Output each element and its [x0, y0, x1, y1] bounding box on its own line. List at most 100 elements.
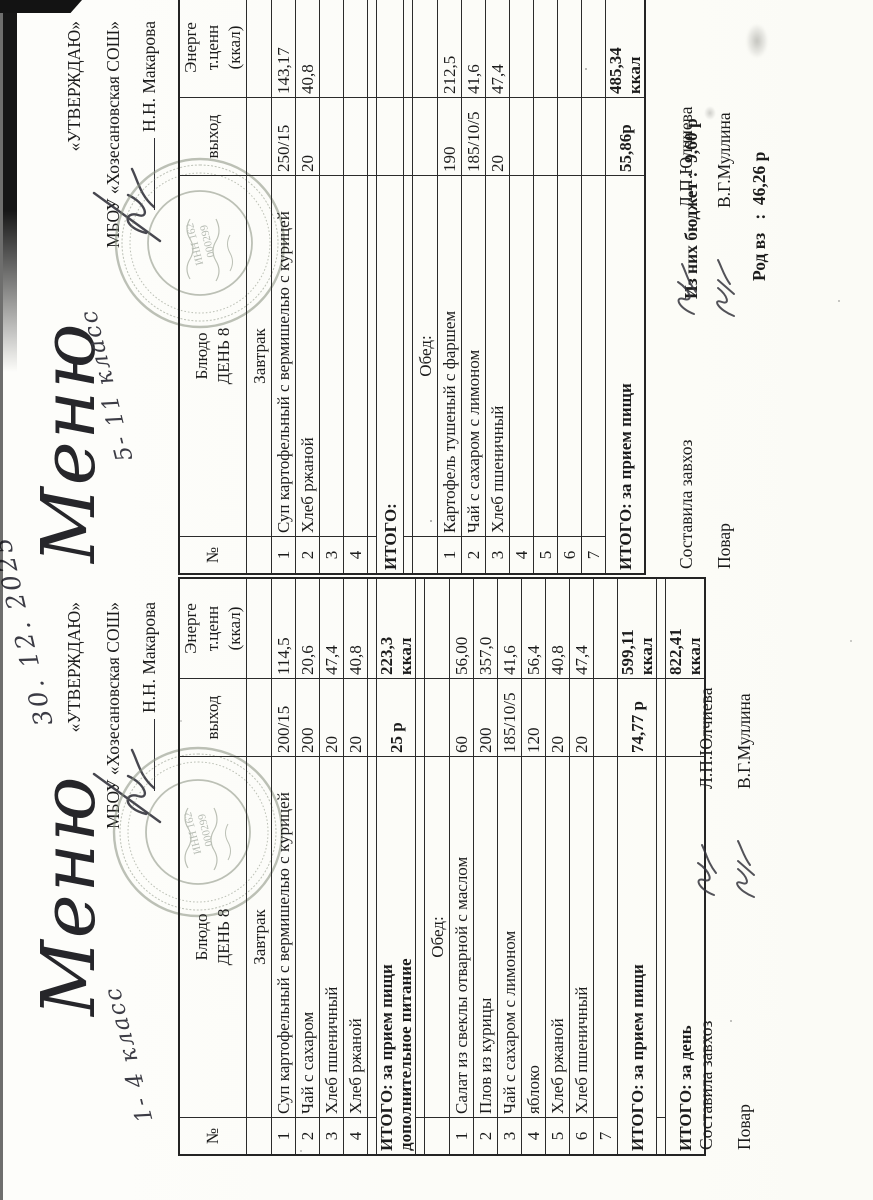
- kcal-cell: 40,8: [295, 0, 320, 98]
- portion-cell: 20: [343, 678, 368, 757]
- kcal-cell: [367, 0, 377, 98]
- kcal-cell: [403, 0, 413, 98]
- compiler-name: Л.П.Юлчиева: [676, 106, 696, 208]
- menu-table-grades-1-4: № Блюдо ДЕНЬ 8 выход Энерге т.ценн (ккал) За…: [178, 577, 707, 1156]
- scan-smudge-small: [704, 106, 716, 120]
- kcal-cell: [656, 578, 666, 679]
- row-number-cell: 6: [569, 1117, 594, 1155]
- column-header: выход: [179, 678, 247, 757]
- menu-item-row: 4: [343, 0, 368, 574]
- kcal-cell: [557, 0, 582, 98]
- portion-cell: [343, 97, 368, 176]
- portion-cell: 200: [473, 678, 498, 757]
- row-number-cell: 7: [593, 1117, 618, 1155]
- portion-cell: [246, 97, 272, 176]
- section-row: Завтрак: [246, 578, 272, 1155]
- compiler-signature: [677, 263, 697, 315]
- compiler-row: Составила завхоз Л.П.Юлчиева: [672, 13, 697, 569]
- section-row: Обед:: [412, 0, 438, 574]
- portion-cell: 200/15: [271, 678, 296, 757]
- row-number-cell: 6: [557, 536, 582, 574]
- column-header: №: [179, 536, 247, 574]
- portion-cell: 185/10/5: [497, 678, 522, 757]
- dish-cell: Картофель тушеный с фаршем: [437, 175, 462, 537]
- compiler-role: Составила завхоз: [676, 439, 696, 569]
- column-header: Блюдо ДЕНЬ 8: [179, 756, 247, 1118]
- spacer-row: [415, 578, 425, 1155]
- dish-cell: Завтрак: [246, 756, 272, 1118]
- dish-cell: [319, 175, 344, 537]
- portion-cell: [509, 97, 534, 176]
- kcal-cell: 143,17: [271, 0, 296, 98]
- menu-item-row: 2 Плов из курицы 200 357,0: [473, 578, 498, 1155]
- row-number-cell: 2: [461, 536, 486, 574]
- row-number-cell: 4: [343, 536, 368, 574]
- budget-line-2: Род вз : 46,26 р: [748, 151, 769, 281]
- dish-cell: Чай с сахаром с лимоном: [497, 756, 522, 1118]
- class-label: 1- 4 класс: [99, 983, 159, 1126]
- portion-cell: [533, 97, 558, 176]
- dish-cell: Обед:: [424, 756, 450, 1118]
- dish-cell: Хлеб ржаной: [295, 175, 320, 537]
- menu-item-row: 6: [557, 0, 582, 574]
- kcal-cell: 41,6: [461, 0, 486, 98]
- row-number-cell: 4: [343, 1117, 368, 1155]
- scan-edge-left: [0, 0, 3, 1200]
- portion-cell: [415, 678, 425, 757]
- dish-cell: [509, 175, 534, 537]
- portion-cell: [367, 678, 377, 757]
- section-row: Обед:: [424, 578, 450, 1155]
- total-label-cell: ИТОГО: за прием пищи дополнительное пита…: [376, 756, 416, 1155]
- dish-cell: Чай с сахаром: [295, 756, 320, 1118]
- spacer-row: [367, 578, 377, 1155]
- menu-item-row: 7: [593, 578, 618, 1155]
- row-number-cell: 3: [497, 1117, 522, 1155]
- portion-cell: 20: [485, 97, 510, 176]
- dish-cell: Плов из курицы: [473, 756, 498, 1118]
- table-header-row: № Блюдо ДЕНЬ 8 выход Энерге т.ценн (ккал): [179, 0, 247, 574]
- portion-cell: [319, 97, 344, 176]
- kcal-cell: [319, 0, 344, 98]
- column-header: выход: [179, 97, 247, 176]
- spacer-row: [656, 578, 666, 1155]
- dish-cell: Салат из свеклы отварной с маслом: [449, 756, 474, 1118]
- approval-caption: «УТВЕРЖДАЮ»: [64, 602, 84, 733]
- portion-cell: 20: [545, 678, 570, 757]
- dish-cell: Хлеб пшеничный: [319, 756, 344, 1118]
- scan-smudge: [746, 24, 768, 58]
- column-header: №: [179, 1117, 247, 1155]
- menu-table-grades-5-11: № Блюдо ДЕНЬ 8 выход Энерге т.ценн (ккал) За…: [178, 0, 647, 575]
- menu-item-row: 4: [509, 0, 534, 574]
- row-number-cell: 1: [271, 536, 296, 574]
- menu-item-row: 2 Чай с сахаром с лимоном 185/10/5 41,6: [461, 0, 486, 574]
- kcal-cell: [246, 578, 272, 679]
- compiler-role: Составила завхоз: [696, 1020, 716, 1150]
- kcal-cell: [509, 0, 534, 98]
- portion-cell: [376, 97, 404, 176]
- row-number-cell: 3: [319, 536, 344, 574]
- portion-cell: 74,77 р: [617, 678, 657, 757]
- menu-grades-5-11: Меню 5- 11 класс «УТВЕРЖДАЮ» МБОУ «Хозес…: [0, 0, 873, 575]
- total-row: ИТОГО:: [376, 0, 404, 574]
- row-number-cell: [403, 536, 413, 574]
- kcal-cell: 40,8: [545, 578, 570, 679]
- menu-item-row: 5: [533, 0, 558, 574]
- row-number-cell: [415, 1117, 425, 1155]
- portion-cell: 25 р: [376, 678, 416, 757]
- menu-item-row: 7: [581, 0, 606, 574]
- director-name: Н.Н. Макарова: [139, 602, 159, 714]
- kcal-cell: [533, 0, 558, 98]
- kcal-cell: 41,6: [497, 578, 522, 679]
- table-header-row: № Блюдо ДЕНЬ 8 выход Энерге т.ценн (ккал): [179, 578, 247, 1155]
- portion-cell: 200: [295, 678, 320, 757]
- dish-cell: [581, 175, 606, 537]
- total-label-cell: ИТОГО:: [376, 175, 404, 574]
- kcal-cell: 47,4: [319, 578, 344, 679]
- kcal-cell: [424, 578, 450, 679]
- kcal-cell: 212,5: [437, 0, 462, 98]
- cook-row: Повар В.Г.Муллина: [730, 594, 755, 1150]
- dish-cell: [656, 756, 666, 1118]
- dish-cell: [403, 175, 413, 537]
- kcal-cell: 357,0: [473, 578, 498, 679]
